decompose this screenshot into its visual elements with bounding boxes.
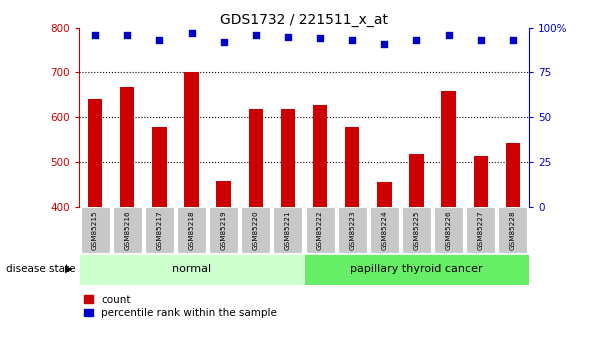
Text: GSM85219: GSM85219: [221, 211, 227, 250]
Point: [90, 32, 100, 38]
Text: GSM85220: GSM85220: [253, 211, 259, 250]
Bar: [474, 156, 488, 207]
Bar: [345, 127, 359, 207]
Point: [187, 30, 196, 36]
Point: [508, 37, 518, 43]
Point: [412, 37, 421, 43]
Point: [444, 32, 454, 38]
Bar: [184, 72, 199, 207]
Bar: [241, 207, 270, 253]
Text: GSM85217: GSM85217: [156, 211, 162, 250]
Text: GSM85224: GSM85224: [381, 211, 387, 250]
Point: [154, 37, 164, 43]
Bar: [152, 127, 167, 207]
Bar: [304, 254, 529, 285]
Text: GSM85222: GSM85222: [317, 211, 323, 250]
Title: GDS1732 / 221511_x_at: GDS1732 / 221511_x_at: [220, 12, 388, 27]
Text: GSM85215: GSM85215: [92, 211, 98, 250]
Point: [251, 32, 261, 38]
Point: [283, 34, 293, 39]
Legend: count, percentile rank within the sample: count, percentile rank within the sample: [85, 295, 277, 318]
Bar: [313, 105, 327, 207]
Point: [122, 32, 132, 38]
Text: GSM85227: GSM85227: [478, 211, 484, 250]
Bar: [120, 87, 134, 207]
Bar: [274, 207, 302, 253]
Text: GSM85225: GSM85225: [413, 211, 420, 250]
Bar: [88, 99, 102, 207]
Text: GSM85221: GSM85221: [285, 211, 291, 250]
Text: GSM85216: GSM85216: [124, 211, 130, 250]
Text: GSM85218: GSM85218: [188, 211, 195, 250]
Text: ▶: ▶: [66, 264, 73, 274]
Bar: [113, 207, 142, 253]
Text: GSM85226: GSM85226: [446, 211, 452, 250]
Bar: [177, 207, 206, 253]
Bar: [441, 91, 456, 207]
Bar: [402, 207, 431, 253]
Text: papillary thyroid cancer: papillary thyroid cancer: [350, 264, 483, 274]
Bar: [499, 207, 527, 253]
Bar: [216, 181, 231, 207]
Bar: [506, 143, 520, 207]
Bar: [79, 254, 304, 285]
Bar: [377, 182, 392, 207]
Bar: [337, 207, 367, 253]
Point: [347, 37, 357, 43]
Point: [379, 41, 389, 47]
Bar: [145, 207, 174, 253]
Bar: [466, 207, 496, 253]
Bar: [306, 207, 334, 253]
Text: GSM85223: GSM85223: [349, 211, 355, 250]
Point: [219, 39, 229, 45]
Bar: [81, 207, 109, 253]
Bar: [209, 207, 238, 253]
Point: [476, 37, 486, 43]
Text: GSM85228: GSM85228: [510, 211, 516, 250]
Bar: [249, 109, 263, 207]
Point: [315, 36, 325, 41]
Text: normal: normal: [172, 264, 211, 274]
Bar: [370, 207, 399, 253]
Bar: [409, 154, 424, 207]
Bar: [434, 207, 463, 253]
Bar: [281, 109, 295, 207]
Text: disease state: disease state: [6, 264, 75, 274]
